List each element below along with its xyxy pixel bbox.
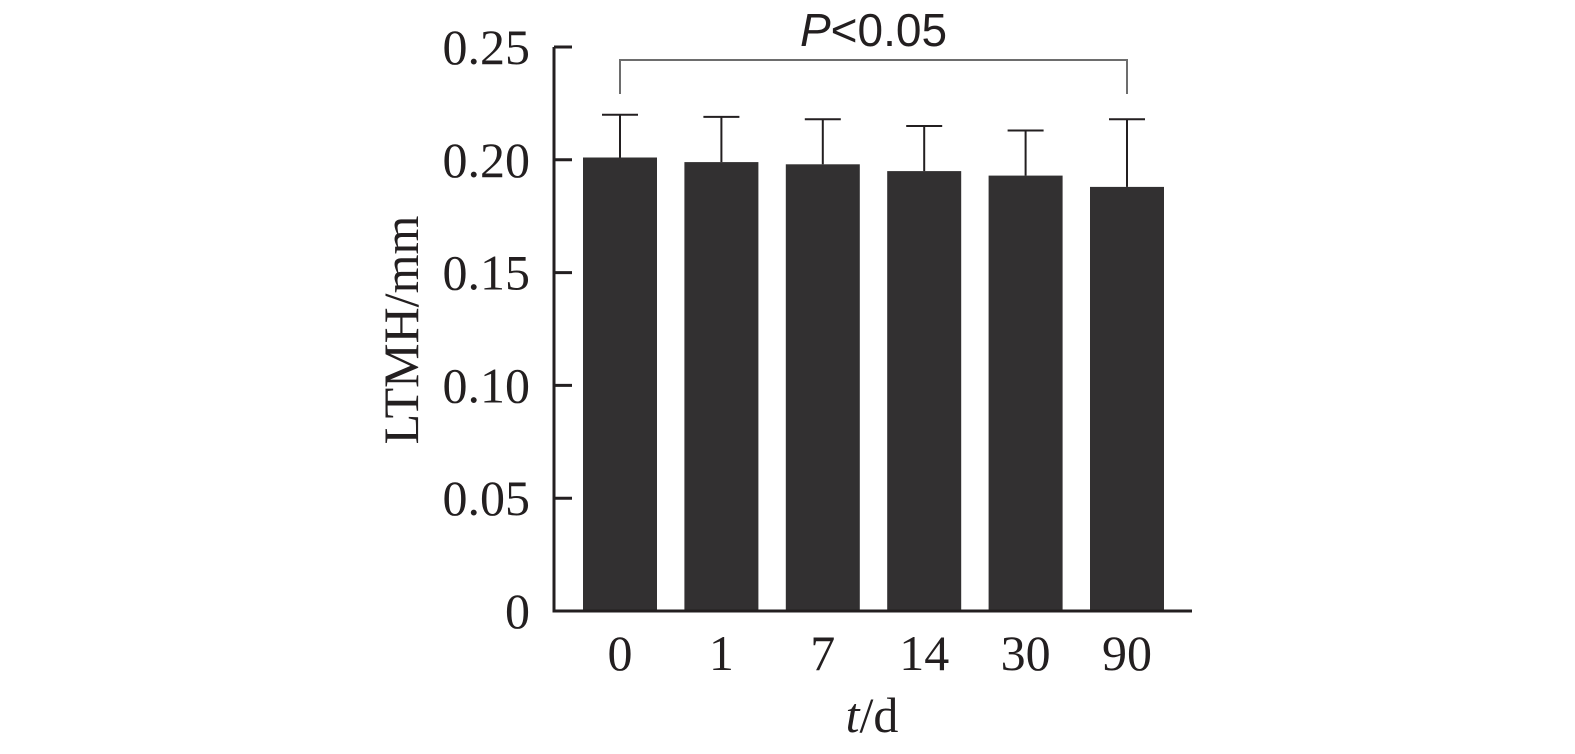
significance-label: P<0.05 (800, 4, 947, 56)
x-tick-label-90: 90 (1102, 625, 1152, 681)
x-tick-labels: 0 1 7 14 30 90 (608, 625, 1153, 681)
axes-layer (552, 45, 1192, 613)
bar-30 (988, 175, 1063, 611)
x-tick-label-14: 14 (899, 625, 949, 681)
bar-1 (684, 162, 759, 611)
y-tick-label-0.05: 0.05 (443, 470, 531, 526)
y-tick-labels: 0 0.05 0.10 0.15 0.20 0.25 (443, 19, 531, 639)
x-axis-unit: /d (860, 687, 899, 743)
x-axis-variable: t (846, 687, 861, 743)
x-tick-label-0: 0 (608, 625, 633, 681)
significance-p-symbol: P (800, 4, 831, 56)
x-tick-label-7: 7 (810, 625, 835, 681)
y-tick-label-0.10: 0.10 (443, 357, 531, 413)
x-tick-label-1: 1 (709, 625, 734, 681)
y-tick-label-0.25: 0.25 (443, 19, 531, 75)
y-tick-label-0: 0 (505, 583, 530, 639)
significance-threshold: <0.05 (831, 4, 947, 56)
significance-bracket (619, 59, 1128, 94)
bars-layer (583, 113, 1164, 612)
bar-7 (785, 164, 860, 612)
bar-14 (887, 171, 962, 611)
x-axis-label: t/d (846, 687, 899, 743)
y-tick-label-0.15: 0.15 (443, 245, 531, 301)
bar-90 (1090, 186, 1164, 611)
y-axis-label: LTMH/mm (373, 216, 429, 445)
y-tick-label-0.20: 0.20 (443, 132, 531, 188)
x-tick-label-30: 30 (1001, 625, 1051, 681)
bar-0 (583, 157, 657, 611)
